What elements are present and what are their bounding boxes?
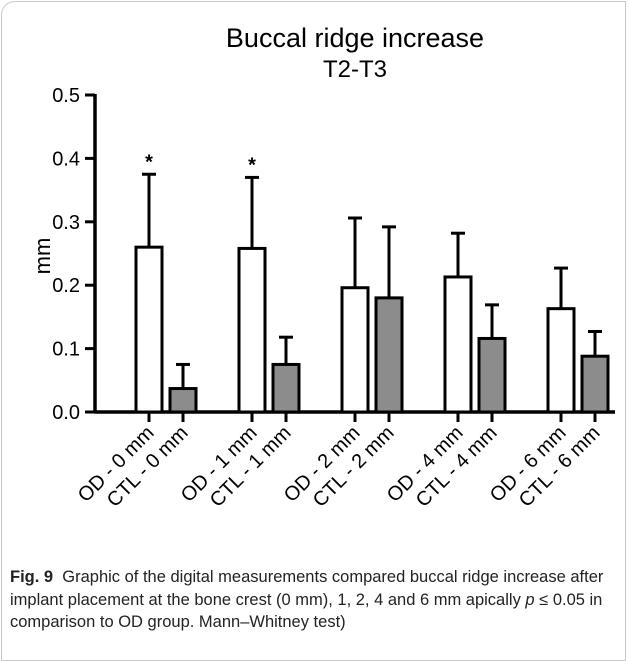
- bar: [134, 245, 164, 414]
- caption-label: Fig. 9: [10, 568, 54, 586]
- y-tick-label: 0.1: [52, 339, 80, 361]
- bar: [237, 246, 267, 414]
- bar: [477, 336, 507, 414]
- y-tick-label: 0.3: [52, 212, 80, 234]
- chart-title: Buccal ridge increase: [226, 23, 484, 53]
- bar: [546, 307, 576, 414]
- bar: [168, 387, 198, 414]
- bar: [271, 362, 301, 414]
- y-tick-label: 0.5: [52, 85, 80, 107]
- bar: [340, 286, 370, 414]
- chart: Buccal ridge increase T2-T3 mm 0.0 0.1 0.2…: [30, 23, 615, 512]
- chart-subtitle: T2-T3: [323, 56, 387, 83]
- caption-italic: p: [525, 590, 535, 609]
- bar: [374, 296, 404, 414]
- caption-text: Graphic of the digital measurements comp…: [10, 568, 604, 609]
- bar: [580, 354, 610, 414]
- bar: [443, 275, 473, 414]
- y-tick-label: 0.4: [52, 148, 80, 170]
- caption: Fig. 9 Graphic of the digital measuremen…: [10, 566, 610, 634]
- caption-rest: ≤ 0.05 in comparison to OD group. Mann–W…: [10, 590, 603, 632]
- y-tick-label: 0.2: [52, 275, 80, 297]
- y-tick-label: 0.0: [52, 402, 80, 424]
- annotation: *: [248, 154, 256, 176]
- annotation: *: [145, 151, 153, 173]
- y-axis-label: mm: [30, 238, 55, 275]
